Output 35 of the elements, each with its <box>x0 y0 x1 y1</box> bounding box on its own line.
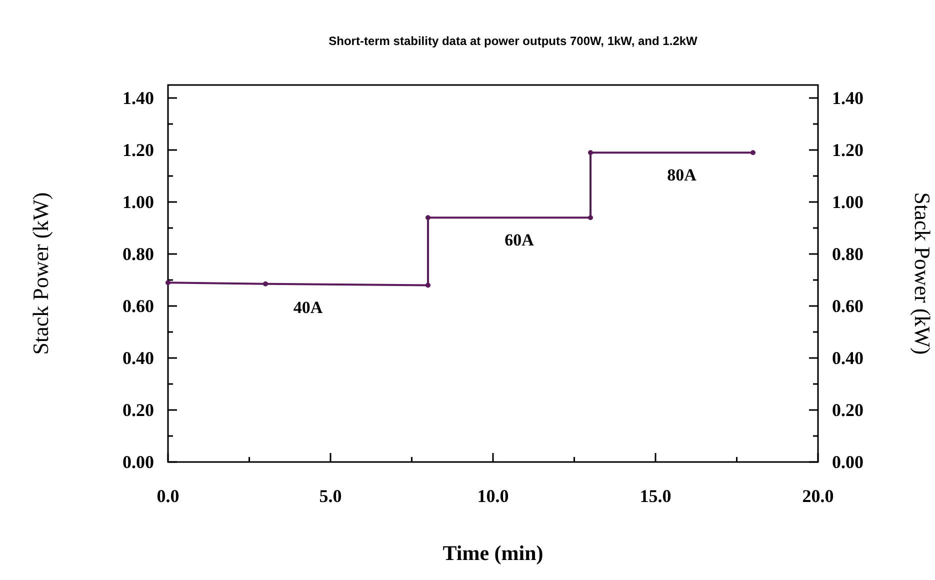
point <box>166 280 170 286</box>
y2-tick-label: 0.00 <box>832 452 864 472</box>
y2-tick-label: 1.40 <box>832 88 864 108</box>
y-tick-label: 1.40 <box>122 88 154 108</box>
y2-tick-label: 0.60 <box>832 296 864 316</box>
x-axis-title: Time (min) <box>442 541 544 565</box>
y-tick-label: 0.00 <box>122 452 154 472</box>
y-tick-label: 0.20 <box>122 400 154 420</box>
annotation: 40A <box>293 298 324 318</box>
annotation: 60A <box>504 230 535 250</box>
y-tick-label: 0.40 <box>122 348 154 368</box>
y2-tick-label: 0.20 <box>832 400 864 420</box>
point <box>588 150 593 156</box>
y-tick-label: 1.00 <box>122 192 154 212</box>
y-tick-label: 0.80 <box>122 244 154 264</box>
point <box>263 281 268 286</box>
point <box>426 215 430 220</box>
annotation: 80A <box>667 166 698 185</box>
y2-tick-label: 0.40 <box>832 348 864 368</box>
point <box>426 282 430 288</box>
point <box>588 215 593 220</box>
x-tick-label: 5.0 <box>319 486 342 506</box>
y-axis-title: Stack Power (kW) <box>28 192 53 355</box>
x-tick-label: 0.0 <box>156 486 180 506</box>
y2-tick-label: 1.20 <box>832 140 864 160</box>
x-tick-label: 10.0 <box>477 486 509 506</box>
x-tick-label: 20.0 <box>802 486 834 506</box>
y2-axis-title: Stack Power (kW) <box>910 192 935 355</box>
point <box>750 150 756 156</box>
x-tick-label: 15.0 <box>640 486 672 506</box>
chart-title: Short-term stability data at power outputs 700W, 1kW, and 1.2kW <box>328 34 698 48</box>
y-tick-label: 0.60 <box>122 296 154 316</box>
y-tick-label: 1.20 <box>122 140 154 160</box>
y2-tick-label: 0.80 <box>832 244 864 264</box>
y2-tick-label: 1.00 <box>832 192 864 212</box>
